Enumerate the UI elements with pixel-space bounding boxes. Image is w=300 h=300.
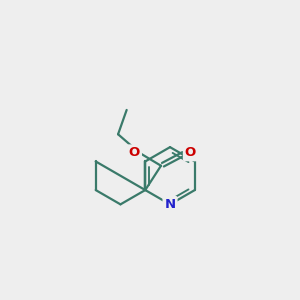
Text: N: N	[164, 198, 175, 211]
Text: O: O	[129, 146, 140, 159]
Text: O: O	[185, 146, 196, 159]
